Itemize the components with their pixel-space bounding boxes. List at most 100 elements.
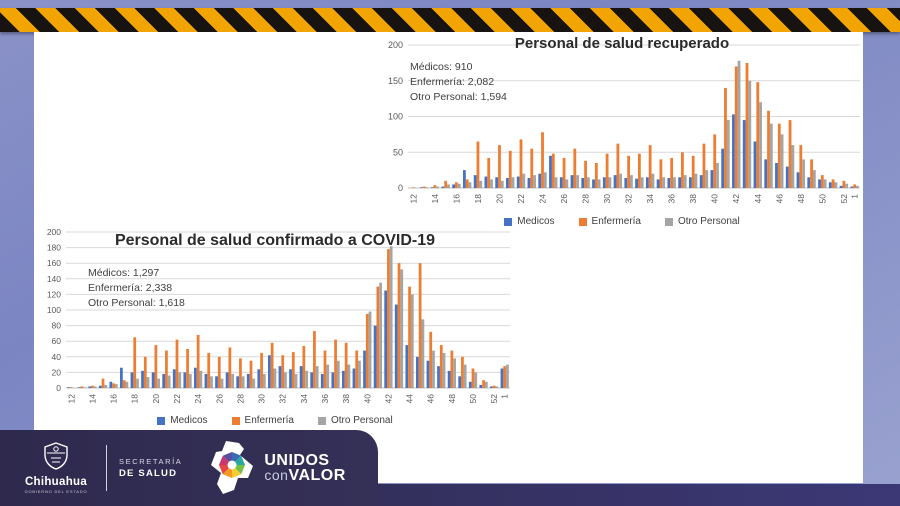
x-tick-label: 18	[473, 194, 483, 204]
x-tick-label: 38	[688, 194, 698, 204]
bar-enfermería	[637, 153, 641, 188]
bar-enfermería	[562, 157, 566, 188]
bar-otro-personal	[511, 177, 515, 188]
bar-otro-personal	[410, 294, 414, 388]
annotation-line: Otro Personal: 1,594	[410, 91, 507, 103]
bar-medicos	[430, 187, 434, 188]
legend-swatch-icon	[318, 416, 326, 425]
divider	[106, 445, 107, 491]
bar-medicos	[257, 369, 261, 388]
x-tick-label: 16	[109, 394, 119, 404]
bar-otro-personal	[252, 378, 256, 388]
bar-medicos	[538, 173, 542, 188]
legend-item: Enfermería	[231, 415, 294, 426]
bar-otro-personal	[834, 182, 838, 188]
bar-enfermería	[508, 150, 512, 188]
bar-medicos	[602, 177, 606, 188]
bar-medicos	[98, 385, 102, 388]
bar-otro-personal	[294, 373, 298, 388]
bar-medicos	[807, 177, 811, 188]
legend-label: Otro Personal	[331, 415, 393, 426]
bar-otro-personal	[463, 364, 467, 388]
bar-otro-personal	[400, 269, 404, 388]
y-tick-label: 100	[388, 112, 403, 122]
bar-medicos	[468, 381, 472, 388]
bar-enfermería	[165, 350, 168, 388]
legend-label: Enfermería	[591, 216, 641, 227]
bar-medicos	[225, 372, 229, 388]
bar-enfermería	[397, 263, 401, 388]
x-tick-label: 48	[796, 194, 806, 204]
bar-medicos	[839, 185, 843, 188]
bar-enfermería	[842, 180, 846, 188]
bar-medicos	[656, 179, 660, 188]
bar-otro-personal	[114, 384, 118, 388]
bar-medicos	[437, 366, 440, 388]
bar-enfermería	[487, 157, 491, 188]
y-tick-label: 50	[393, 147, 403, 157]
bar-medicos	[120, 367, 123, 388]
bar-otro-personal	[726, 120, 730, 188]
bar-enfermería	[461, 356, 464, 388]
bar-medicos	[109, 381, 113, 388]
legend-item: Medicos	[157, 415, 208, 426]
bar-medicos	[581, 177, 585, 188]
bar-otro-personal	[315, 366, 319, 388]
x-tick-label: 48	[447, 394, 457, 404]
legend-label: Enfermería	[244, 415, 294, 426]
y-tick-label: 150	[388, 76, 403, 86]
bar-medicos	[183, 372, 187, 388]
bar-medicos	[299, 366, 303, 388]
x-tick-label: 20	[151, 394, 161, 404]
bar-medicos	[570, 175, 574, 188]
x-tick-label: 32	[624, 194, 634, 204]
bar-otro-personal	[421, 319, 425, 388]
state-name: Chihuahua	[24, 476, 88, 488]
bar-medicos	[710, 170, 714, 189]
bar-enfermería	[777, 123, 781, 188]
bar-enfermería	[122, 380, 126, 388]
bar-enfermería	[573, 148, 577, 188]
bar-otro-personal	[565, 179, 569, 188]
bar-medicos	[405, 345, 409, 388]
chart-confirmado: 0 20 40 60 80 100 120 140 160 180 200 12 14 16 18 20 22 2…	[28, 228, 522, 430]
bar-enfermería	[767, 110, 770, 188]
bar-enfermería	[702, 143, 706, 188]
annotation-line: Enfermería: 2,338	[88, 282, 173, 294]
bar-medicos	[236, 376, 240, 388]
x-tick-label: 28	[235, 394, 245, 404]
x-tick-label: 24	[193, 394, 203, 404]
bar-enfermería	[249, 360, 253, 388]
bar-otro-personal	[500, 180, 504, 188]
bar-otro-personal	[522, 173, 526, 188]
bar-otro-personal	[845, 183, 849, 188]
annotation-line: Médicos: 910	[410, 61, 473, 73]
bar-otro-personal	[759, 102, 762, 188]
bar-enfermería	[471, 368, 475, 388]
bar-otro-personal	[640, 177, 644, 188]
bar-otro-personal	[199, 370, 203, 388]
bar-medicos	[419, 187, 423, 188]
bar-medicos	[742, 120, 746, 188]
bar-enfermería	[302, 345, 306, 388]
bar-otro-personal	[262, 373, 266, 388]
bar-otro-personal	[694, 173, 698, 188]
bar-enfermería	[133, 337, 137, 388]
bar-medicos	[527, 177, 531, 188]
bar-enfermería	[207, 352, 211, 388]
x-tick-label: 42	[731, 194, 741, 204]
bar-enfermería	[408, 286, 411, 388]
x-tick-label: 12	[408, 194, 418, 204]
bar-medicos	[500, 368, 504, 388]
bar-enfermería	[80, 386, 84, 388]
bar-enfermería	[91, 385, 94, 388]
bar-medicos	[331, 372, 335, 388]
bar-otro-personal	[651, 173, 655, 188]
bar-otro-personal	[379, 282, 382, 388]
bar-medicos	[289, 369, 292, 388]
x-tick-label: 14	[87, 394, 97, 404]
bar-enfermería	[681, 152, 684, 188]
bar-medicos	[645, 177, 649, 188]
bar-enfermería	[831, 179, 835, 188]
